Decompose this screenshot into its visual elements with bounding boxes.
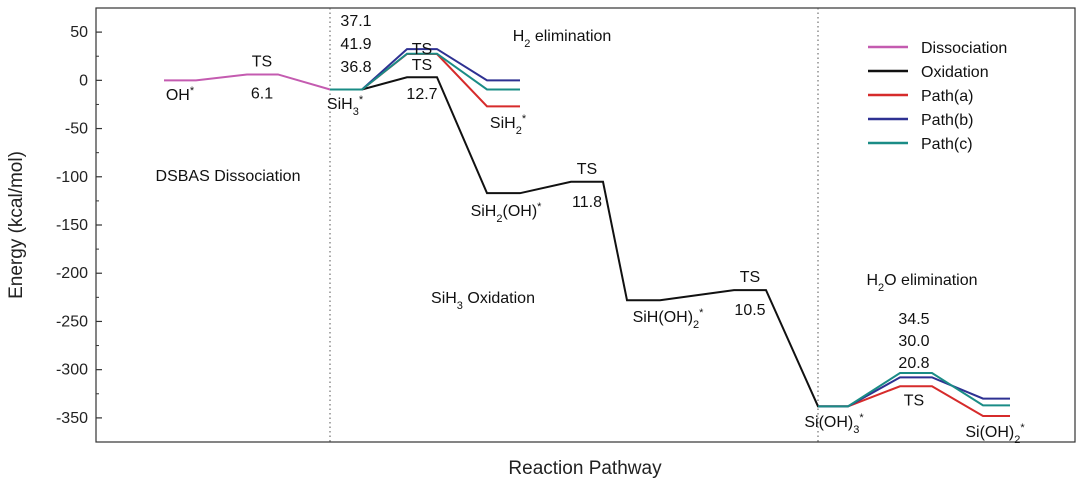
state-label-sioh2: Si(OH)2* [965,422,1025,446]
x-axis-title: Reaction Pathway [508,458,662,478]
state-label-oh-part: OH [166,87,190,104]
energy-label-h2o-path-c: 34.5 [898,311,929,328]
energy-label-oxidation-ts-1: 12.7 [406,86,437,103]
region-label-h2o-elimination-part: H [866,272,878,289]
y-tick-label: -350 [56,410,88,427]
state-label-sih3: SiH3* [327,94,364,118]
state-label-sioh2-part: * [1020,422,1025,434]
region-label-sih3-oxidation-part: SiH [431,290,457,307]
energy-label-h2-path-a: 36.8 [340,59,371,76]
legend-entry: Path(c) [921,136,973,153]
y-tick-label: 50 [70,24,88,41]
ts-label-oxidation-3: TS [740,269,760,286]
legend-entry: Dissociation [921,40,1007,57]
annotations: TSTSTSTSTSTS6.137.141.936.812.711.810.53… [156,13,1026,446]
ts-label-dissociation: TS [252,53,272,70]
region-label-h2o-elimination-part: 2 [878,282,884,294]
legend-entry: Oxidation [921,64,989,81]
y-tick-label: -200 [56,265,88,282]
state-label-sihoh2-part: 2 [693,319,699,331]
region-label-h2-elimination-part: elimination [530,28,611,45]
legend: Dissociation Oxidation Path(a) Path(b) Path(… [868,40,1007,153]
energy-label-h2-path-c: 37.1 [340,13,371,30]
y-tick-label: -50 [65,121,88,138]
path-c-h2-elimination-line [330,52,520,91]
region-label-h2o-elimination-part: O elimination [884,272,977,289]
region-label-h2-elimination-part: 2 [524,38,530,50]
region-label-dsbas-dissociation: DSBAS Dissociation [156,168,301,185]
state-label-sih2oh-part: SiH [471,203,497,220]
y-tick-label: 0 [79,72,88,89]
series-lines [164,48,1010,417]
legend-entry: Path(a) [921,88,973,105]
state-label-sih3-part: * [359,94,364,106]
energy-label-h2-path-b: 41.9 [340,36,371,53]
energy-label-h2o-path-a: 20.8 [898,355,929,372]
ts-label-oxidation-2: TS [577,161,597,178]
state-label-sihoh2: SiH(OH)2* [633,307,705,331]
state-label-sioh2-part: Si(OH) [965,424,1014,441]
state-label-sih2oh: SiH2(OH)* [471,201,543,225]
state-label-sioh2-part: 2 [1014,434,1020,446]
energy-label-oxidation-ts-3: 10.5 [734,302,765,319]
y-axis-title: Energy (kcal/mol) [6,151,27,299]
state-label-sih3-part: SiH [327,96,353,113]
state-label-sih2oh-part: (OH) [502,203,537,220]
state-label-sih2oh-part: * [537,201,542,213]
state-label-sih2-part: * [522,113,527,125]
state-label-sih3-part: 3 [353,106,359,118]
ts-label-h2o-elimination: TS [904,392,924,409]
region-label-h2o-elimination: H2O elimination [866,272,977,294]
state-label-oh-part: * [190,85,195,97]
legend-entry: Path(b) [921,112,973,129]
axes: 50 0 -50 -100 -150 -200 -250 -300 -350 Energy (kc… [6,7,1076,478]
state-label-sih2: SiH2* [490,113,527,137]
state-label-sioh3: Si(OH)3* [804,412,864,436]
state-label-oh: OH* [166,85,195,104]
state-label-sihoh2-part: * [699,307,704,319]
state-label-sih2oh-part: 2 [496,213,502,225]
y-tick-label: -150 [56,217,88,234]
state-label-sih2-part: SiH [490,115,516,132]
y-tick-label: -300 [56,362,88,379]
region-label-h2-elimination-part: H [513,28,525,45]
energy-label-dissociation-ts: 6.1 [251,85,273,102]
region-label-sih3-oxidation-part: 3 [457,300,463,312]
energy-label-oxidation-ts-2: 11.8 [572,194,602,211]
ts-label-h2-elimination: TS [412,41,432,58]
path-c-h2o-elimination-line [818,372,1010,408]
state-label-sihoh2-part: SiH(OH) [633,309,693,326]
ts-label-oxidation-1: TS [412,57,432,74]
state-label-sioh3-part: * [859,412,864,424]
state-label-sioh3-part: Si(OH) [804,414,853,431]
state-label-sioh3-part: 3 [853,424,859,436]
y-tick-label: -100 [56,169,88,186]
region-label-h2-elimination: H2 elimination [513,28,612,50]
y-tick-label: -250 [56,313,88,330]
state-label-sih2-part: 2 [516,125,522,137]
region-label-sih3-oxidation: SiH3 Oxidation [431,290,535,312]
energy-label-h2o-path-b: 30.0 [898,333,929,350]
region-label-sih3-oxidation-part: Oxidation [463,290,535,307]
oxidation-line [330,76,848,408]
